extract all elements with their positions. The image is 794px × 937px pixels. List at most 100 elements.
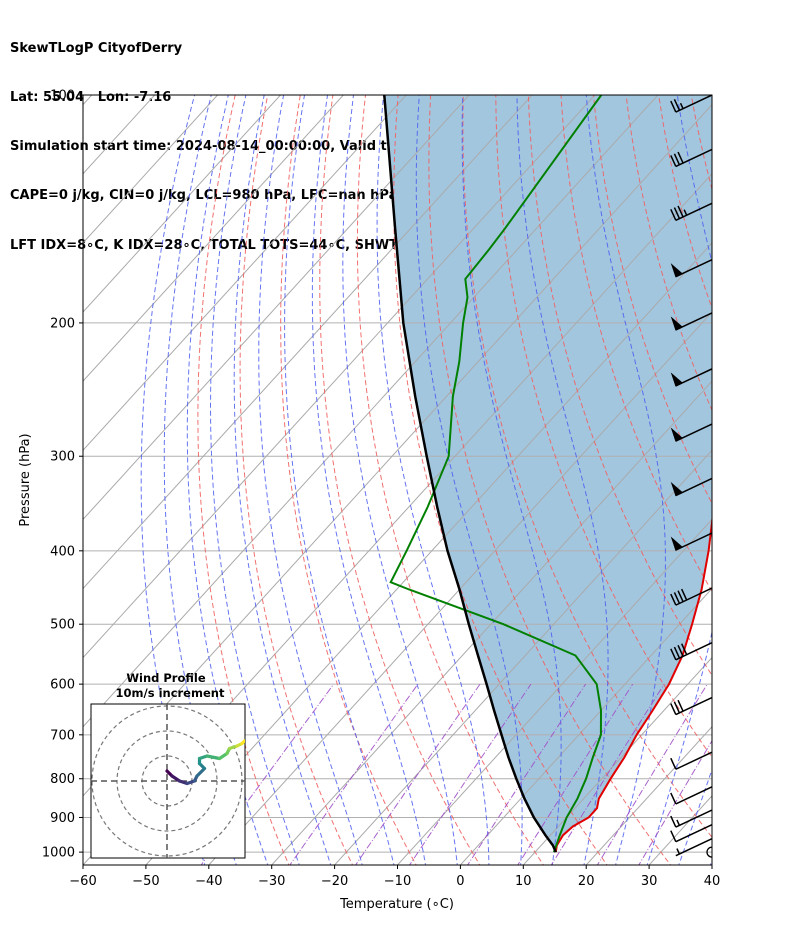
barb-full [670,648,677,661]
barb-staff [675,824,712,843]
wind-barb [670,368,712,387]
barb-full [670,792,677,805]
mixing-ratio-line [354,683,481,865]
x-tick-label: 0 [456,874,464,889]
isotherm-line [396,518,712,865]
y-tick-label: 800 [50,772,75,787]
barb-staff [675,786,712,805]
hodograph-segment [205,754,222,761]
isotherm-line [271,380,712,865]
dry-adiabat-line [197,95,290,865]
dry-adiabat-line [393,95,608,865]
barb-full [670,209,677,221]
barb-full [673,646,681,659]
wind-barb [670,477,712,497]
moist-adiabats [140,95,712,865]
y-tick-label: 400 [50,544,75,559]
barb-staff [675,696,712,716]
dry-adiabat-line [753,78,794,868]
barb-staff [675,751,712,770]
mixing-ratio-line [638,739,712,865]
moist-adiabat-line [376,95,490,865]
dry-adiabat-line [785,78,794,868]
moist-adiabat-line [585,95,666,865]
isotherm-line [83,95,282,313]
cin-shaded-region [384,95,712,853]
isotherm-line [83,95,470,521]
barb-half [676,848,681,855]
wind-barb [670,751,712,770]
barb-half [679,102,684,109]
x-tick-label: 30 [641,874,658,889]
barb-full [673,592,681,604]
y-tick-label: 300 [50,450,75,465]
barb-full [670,155,677,167]
isotherm-line [83,95,596,659]
barb-staff [675,95,712,113]
barb-full [680,643,688,655]
barb-half [676,819,681,826]
moist-adiabat-line [678,768,712,865]
x-tick-label: 10 [515,874,532,889]
moist-adiabat-line [258,95,363,865]
hodograph-segment [195,766,207,778]
barb-full [670,815,677,828]
x-tick-label: −10 [384,874,411,889]
barb-full [677,699,684,712]
y-tick-label: 700 [50,728,75,743]
wind-profile-inset: Wind Profile 10m/s increment [90,671,246,859]
wind-barb [670,423,712,442]
mixing-ratio-line [467,683,587,865]
mixing-ratio-lines [200,683,712,865]
barb-flag [670,372,684,387]
moist-adiabat-line [516,95,609,865]
barb-half [683,209,688,216]
isotherm-line [711,864,712,865]
moist-adiabat-line [233,95,332,865]
barb-full [673,701,681,714]
barb-full [673,99,681,111]
barb-full [673,153,681,166]
dewpoint-line [389,95,603,853]
isotherm-line [333,449,712,865]
isotherm-line [83,95,345,382]
moist-adiabat-line [311,95,427,865]
dry-adiabat-line [560,95,712,593]
plot-area [83,78,794,868]
wind-barb [670,202,712,221]
barb-full [677,151,684,164]
x-tick-label: −40 [195,874,222,889]
barb-full [670,100,677,113]
wind-barbs [670,95,712,858]
barb-staff [675,202,712,221]
barb-full [670,593,677,606]
dry-adiabat-line [721,78,794,868]
barb-full [670,703,677,715]
barb-full [677,590,684,603]
profile-lines [383,95,712,853]
x-tick-label: −50 [132,874,159,889]
barb-flag [670,263,684,278]
dry-adiabat-line [319,95,481,865]
y-tick-label: 200 [50,316,75,331]
chart-title: SkewTLogP CityofDerry [10,40,183,56]
barb-flag [670,316,684,331]
dry-adiabat-line [495,95,712,758]
y-axis-label: Pressure (hPa) [18,433,33,526]
wind-barb [670,312,712,331]
dry-adiabat-line [239,95,354,865]
wind-barb [670,642,712,661]
dry-adiabat-line [462,95,712,839]
barb-staff [675,809,712,828]
mixing-ratio-line [596,683,708,865]
wind-barb [670,95,712,113]
y-tick-label: 900 [50,811,75,826]
barb-staff [675,587,712,606]
mixing-ratio-line [517,683,634,865]
moist-adiabat-line [342,95,458,865]
calm-wind-circle [706,846,712,858]
cape-shading [384,95,712,853]
barb-flag [670,481,684,497]
barb-full [673,207,681,219]
